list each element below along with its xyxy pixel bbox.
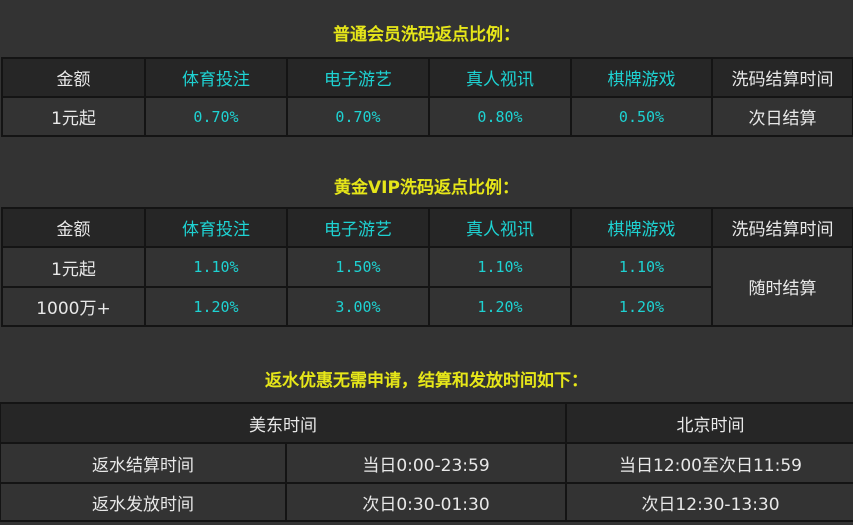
table-header-row: 美东时间 北京时间 [0,402,853,444]
header-us-east-time: 美东时间 [0,402,567,444]
us-east-time-cell: 次日0:30-01:30 [285,482,567,522]
rate-cell: 1.10% [144,246,288,288]
table-row: 1元起 0.70% 0.70% 0.80% 0.50% 次日结算 [1,96,853,137]
table-row: 1元起 1.10% 1.50% 1.10% 1.10% 随时结算 [1,246,853,327]
rebate-time-table: 美东时间 北京时间 返水结算时间 当日0:00-23:59 当日12:00至次日… [0,402,853,522]
header-sports: 体育投注 [144,57,288,98]
header-sports: 体育投注 [144,207,288,248]
rate-cell: 0.70% [144,96,288,137]
table-header-row: 金额 体育投注 电子游艺 真人视讯 棋牌游戏 洗码结算时间 [1,57,853,98]
regular-title: 普通会员洗码返点比例： [333,25,520,45]
gold-title: 黄金VIP洗码返点比例： [334,178,519,198]
amount-cell: 1000万+ [1,286,146,327]
table-row: 返水结算时间 当日0:00-23:59 当日12:00至次日11:59 [0,442,853,484]
header-cards: 棋牌游戏 [570,57,713,98]
regular-rate-table: 金额 体育投注 电子游艺 真人视讯 棋牌游戏 洗码结算时间 1元起 0.70% … [1,57,853,137]
rate-cell: 1.20% [428,286,572,327]
header-beijing-time: 北京时间 [565,402,853,444]
rate-cell: 1.50% [286,246,430,288]
amount-cell: 1元起 [1,246,146,288]
rate-cell: 1.20% [570,286,713,327]
rebate-title: 返水优惠无需申请，结算和发放时间如下： [265,371,588,391]
header-live: 真人视讯 [428,57,572,98]
header-live: 真人视讯 [428,207,572,248]
table-header-row: 金额 体育投注 电子游艺 真人视讯 棋牌游戏 洗码结算时间 [1,207,853,248]
beijing-time-cell: 次日12:30-13:30 [565,482,853,522]
rate-cell: 1.20% [144,286,288,327]
amount-cell: 1元起 [1,96,146,137]
row-label: 返水发放时间 [0,482,287,522]
rate-cell: 1.10% [570,246,713,288]
header-settle: 洗码结算时间 [711,57,853,98]
header-slots: 电子游艺 [286,207,430,248]
rate-cell: 1.10% [428,246,572,288]
header-settle: 洗码结算时间 [711,207,853,248]
settle-cell: 次日结算 [711,96,853,137]
gold-rate-table: 金额 体育投注 电子游艺 真人视讯 棋牌游戏 洗码结算时间 1元起 1.10% … [1,207,853,327]
header-cards: 棋牌游戏 [570,207,713,248]
header-slots: 电子游艺 [286,57,430,98]
beijing-time-cell: 当日12:00至次日11:59 [565,442,853,484]
header-amount: 金额 [1,207,146,248]
us-east-time-cell: 当日0:00-23:59 [285,442,567,484]
rate-cell: 3.00% [286,286,430,327]
rate-cell: 0.50% [570,96,713,137]
table-row: 1000万+ 1.20% 3.00% 1.20% 1.20% [1,286,853,327]
rate-cell: 0.70% [286,96,430,137]
rate-cell: 0.80% [428,96,572,137]
table-row: 返水发放时间 次日0:30-01:30 次日12:30-13:30 [0,482,853,522]
header-amount: 金额 [1,57,146,98]
row-label: 返水结算时间 [0,442,287,484]
settle-cell: 随时结算 [711,246,853,327]
